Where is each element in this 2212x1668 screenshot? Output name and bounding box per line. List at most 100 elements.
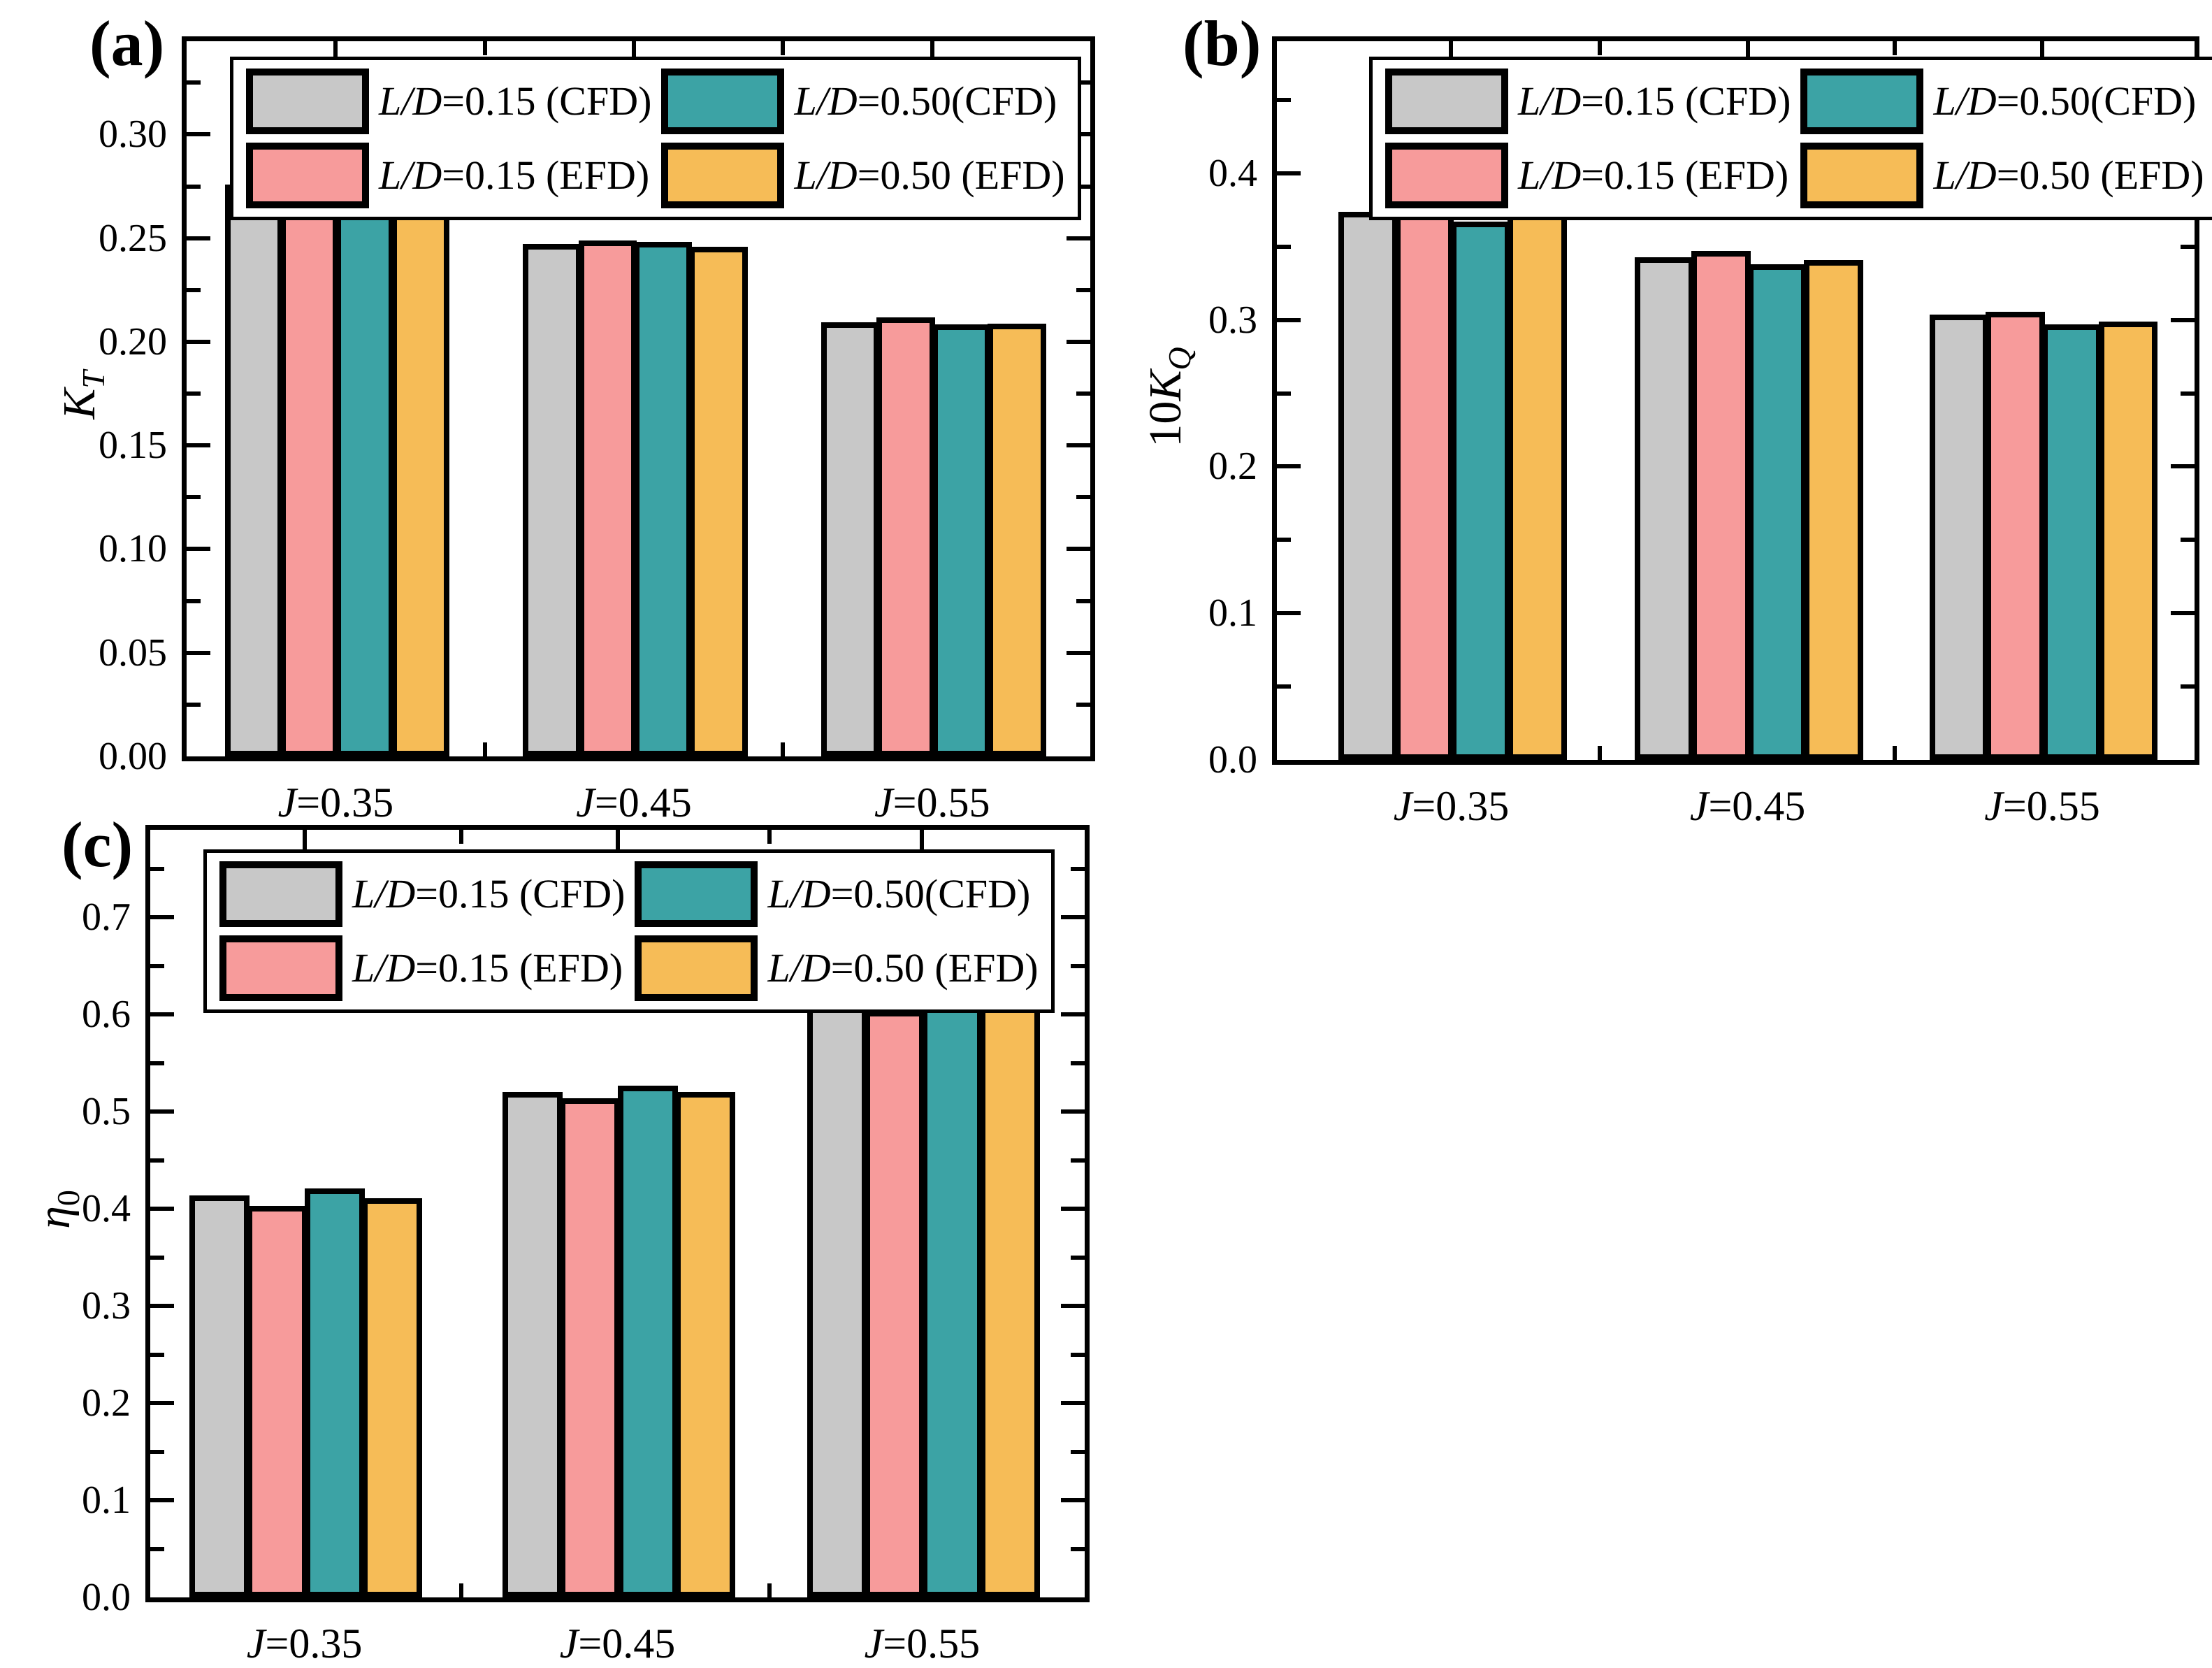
bar-a-series3-J=0.45 [634, 241, 693, 756]
legend-swatch-efd50 [635, 935, 758, 1001]
legend-item-efd15: L/D=0.15 (EFD) [219, 935, 625, 1001]
bar-a-series2-J=0.55 [876, 317, 935, 756]
y-major-tick-left [187, 443, 210, 448]
y-minor-tick-right [2181, 391, 2195, 396]
x-minor-tick-bottom [1597, 746, 1602, 760]
bar-c-series1-J=0.45 [503, 1092, 563, 1597]
legend-item-efd50: L/D=0.50 (EFD) [635, 935, 1039, 1001]
y-minor-tick-right [1071, 1061, 1085, 1065]
panel-b-plot-area: L/D=0.15 (CFD) L/D=0.50(CFD) L/D=0.15 (EFD… [1208, 36, 2212, 827]
panel-a-plot-area: L/D=0.15 (CFD) L/D=0.50(CFD) L/D=0.15 (EFD… [99, 36, 1095, 824]
y-tick-label: 0.10 [99, 527, 167, 571]
y-major-tick-right [2171, 464, 2195, 469]
legend-label-cfd15: L/D=0.15 (CFD) [352, 870, 626, 916]
bar-c-series2-J=0.45 [560, 1098, 621, 1597]
bar-c-series3-J=0.55 [922, 995, 983, 1597]
legend-label-cfd15: L/D=0.15 (CFD) [1518, 78, 1791, 124]
y-major-tick-left [1277, 317, 1301, 322]
y-major-tick-right [1067, 650, 1090, 655]
y-tick-label: 0.5 [82, 1090, 131, 1134]
bar-c-series4-J=0.45 [674, 1091, 735, 1597]
bar-b-series3-J=0.55 [2042, 324, 2102, 760]
panel-a-label: (a) [89, 8, 165, 79]
panel-b-label: (b) [1183, 8, 1262, 79]
y-tick-label: 0.4 [82, 1187, 131, 1231]
y-minor-tick-right [1076, 391, 1090, 396]
x-major-tick-top [1745, 41, 1750, 65]
x-category-label: J=0.45 [576, 779, 692, 826]
legend-item-cfd50: L/D=0.50(CFD) [1800, 69, 2204, 134]
bar-b-series4-J=0.55 [2098, 321, 2158, 760]
legend-item-efd15: L/D=0.15 (EFD) [1385, 143, 1791, 208]
y-minor-tick-left [1277, 391, 1291, 396]
x-minor-tick-top [767, 830, 772, 844]
legend-swatch-cfd15 [1385, 69, 1508, 134]
bar-a-series1-J=0.35 [224, 185, 283, 756]
y-tick-label: 0.25 [99, 216, 167, 260]
panel-b-legend: L/D=0.15 (CFD) L/D=0.50(CFD) L/D=0.15 (EFD… [1369, 57, 2212, 220]
y-minor-tick-left [187, 287, 201, 292]
y-minor-tick-left [150, 963, 164, 968]
legend-label-cfd50: L/D=0.50(CFD) [794, 78, 1057, 124]
legend-label-efd50: L/D=0.50 (EFD) [794, 152, 1065, 198]
bar-b-series3-J=0.45 [1747, 264, 1807, 760]
y-major-tick-right [1067, 236, 1090, 240]
bar-b-series2-J=0.45 [1691, 251, 1751, 760]
x-major-tick-top [920, 830, 925, 854]
bar-a-series2-J=0.45 [578, 240, 637, 756]
y-major-tick-left [150, 1401, 174, 1406]
y-major-tick-right [1061, 1498, 1085, 1502]
y-major-tick-left [150, 1207, 174, 1212]
x-category-label: J=0.55 [1984, 783, 2100, 829]
bar-b-series4-J=0.35 [1508, 206, 1567, 760]
legend-label-cfd50: L/D=0.50(CFD) [1933, 78, 2197, 124]
legend-label-cfd15: L/D=0.15 (CFD) [379, 78, 652, 124]
y-minor-tick-left [187, 702, 201, 707]
x-major-tick-top [2040, 41, 2045, 65]
x-major-tick-top [333, 41, 338, 65]
y-minor-tick-right [1076, 702, 1090, 707]
y-tick-label: 0.05 [99, 631, 167, 675]
legend-label-efd15: L/D=0.15 (EFD) [379, 152, 650, 198]
y-minor-tick-right [2181, 244, 2195, 249]
y-minor-tick-left [150, 1352, 164, 1357]
bar-c-series3-J=0.45 [617, 1085, 678, 1597]
y-major-tick-left [187, 236, 210, 240]
bar-c-series1-J=0.35 [189, 1195, 250, 1597]
x-minor-tick-bottom [781, 742, 786, 756]
bar-a-series1-J=0.55 [821, 322, 880, 756]
y-minor-tick-right [1071, 963, 1085, 968]
legend-swatch-cfd50 [661, 69, 785, 134]
y-minor-tick-left [150, 1449, 164, 1454]
y-tick-label: 0.1 [1208, 591, 1257, 635]
bar-b-series1-J=0.35 [1338, 211, 1398, 760]
y-tick-label: 0.3 [1208, 298, 1257, 342]
y-major-tick-left [1277, 464, 1301, 469]
legend-item-cfd15: L/D=0.15 (CFD) [219, 861, 625, 927]
y-minor-tick-left [1277, 538, 1291, 542]
legend-item-cfd15: L/D=0.15 (CFD) [1385, 69, 1791, 134]
x-major-tick-top [930, 41, 934, 65]
bar-c-series2-J=0.55 [865, 1010, 925, 1597]
y-minor-tick-left [1277, 244, 1291, 249]
y-minor-tick-right [1071, 1352, 1085, 1357]
y-minor-tick-right [1076, 80, 1090, 85]
legend-label-efd15: L/D=0.15 (EFD) [352, 944, 623, 991]
y-major-tick-left [150, 1498, 174, 1502]
bar-a-series2-J=0.35 [280, 177, 339, 756]
y-major-tick-right [1061, 1304, 1085, 1309]
y-major-tick-left [150, 1109, 174, 1114]
x-category-label: J=0.55 [864, 1620, 981, 1667]
y-major-tick-left [150, 1012, 174, 1017]
bar-a-series4-J=0.35 [391, 185, 450, 756]
bar-b-series2-J=0.35 [1394, 196, 1454, 760]
bar-a-series4-J=0.55 [988, 323, 1046, 756]
y-major-tick-right [1067, 339, 1090, 344]
panel-a: (a) KT L/D=0.15 (CFD) L/D=0.50(CFD) L/D=0.… [0, 0, 1118, 832]
y-tick-label: 0.7 [82, 896, 131, 940]
x-minor-tick-top [781, 41, 786, 55]
y-minor-tick-left [187, 80, 201, 85]
x-minor-tick-top [1597, 41, 1602, 55]
y-minor-tick-left [150, 866, 164, 871]
y-minor-tick-left [150, 1255, 164, 1260]
